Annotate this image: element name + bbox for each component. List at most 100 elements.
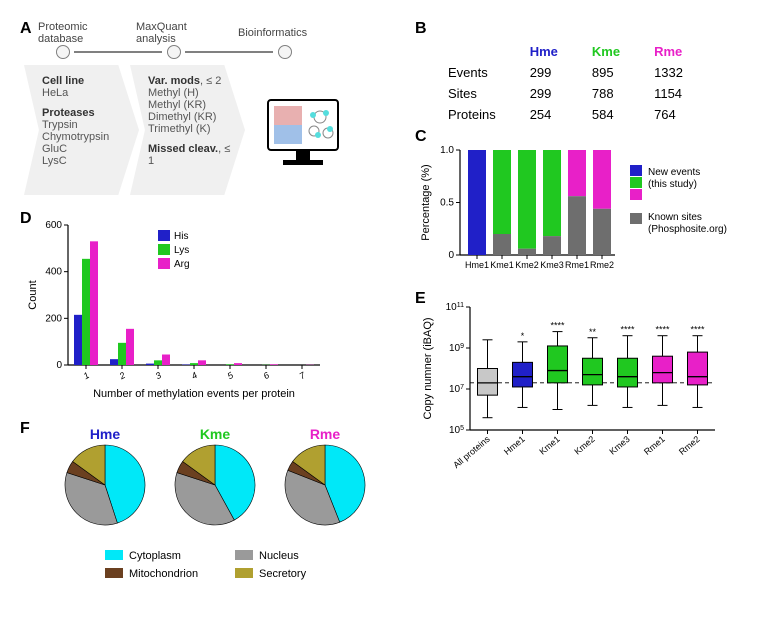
panel-b-label: B — [415, 20, 427, 38]
svg-text:1: 1 — [82, 370, 91, 381]
monitor-icon — [258, 95, 348, 180]
svg-text:105: 105 — [449, 425, 464, 437]
varmod-item: Dimethyl (KR) — [148, 111, 239, 123]
row-label: Events — [432, 63, 512, 82]
workflow-row — [56, 43, 292, 61]
svg-text:Kme2: Kme2 — [515, 260, 539, 270]
table-header: Hme — [514, 42, 574, 61]
table-row: Proteins 254 584 764 — [432, 105, 699, 124]
svg-text:0.5: 0.5 — [440, 198, 454, 209]
panel-f-label: F — [20, 420, 30, 438]
svg-text:Known sites: Known sites — [648, 212, 702, 223]
box-plot: 105 107 109 1011 Copy numner (iBAQ) All prote… — [415, 295, 735, 485]
svg-text:Kme3: Kme3 — [607, 434, 631, 457]
svg-text:Kme: Kme — [200, 426, 231, 442]
svg-text:Cytoplasm: Cytoplasm — [129, 550, 181, 562]
table-cell: 299 — [514, 84, 574, 103]
svg-text:Kme1: Kme1 — [537, 434, 561, 457]
workflow-line-2 — [185, 51, 273, 53]
chevron-row: Cell line HeLa Proteases Trypsin Chymotr… — [38, 65, 368, 205]
svg-text:Count: Count — [27, 280, 39, 309]
proteases-heading: Proteases — [42, 107, 133, 119]
svg-text:109: 109 — [449, 343, 464, 355]
table-header: Rme — [638, 42, 699, 61]
svg-text:*: * — [521, 331, 525, 341]
workflow-node-1 — [56, 45, 70, 59]
svg-text:Percentage (%): Percentage (%) — [420, 164, 432, 240]
svg-text:Secretory: Secretory — [259, 568, 307, 580]
workflow-label-3: Bioinformatics — [238, 27, 328, 39]
svg-text:4: 4 — [190, 370, 199, 381]
svg-text:Kme1: Kme1 — [490, 260, 514, 270]
svg-text:His: His — [174, 231, 188, 242]
table-cell: 1332 — [638, 63, 699, 82]
table-cell: 254 — [514, 105, 574, 124]
panel-a-label: A — [20, 20, 32, 38]
workflow-label-2: MaxQuant analysis — [136, 21, 206, 45]
workflow-label-1: Proteomic database — [38, 21, 108, 45]
protease-item: GluC — [42, 143, 133, 155]
svg-text:All proteins: All proteins — [451, 434, 492, 471]
missedcleav-heading: Missed cleav. — [148, 143, 218, 155]
svg-text:Lys: Lys — [174, 245, 189, 256]
chevron-1: Cell line HeLa Proteases Trypsin Chymotr… — [24, 65, 139, 195]
svg-text:Rme: Rme — [310, 426, 341, 442]
varmod-item: Methyl (KR) — [148, 99, 239, 111]
row-label: Sites — [432, 84, 512, 103]
svg-text:7: 7 — [298, 370, 308, 382]
svg-text:5: 5 — [226, 370, 236, 382]
svg-text:**: ** — [589, 327, 597, 337]
row-label: Proteins — [432, 105, 512, 124]
svg-text:****: **** — [550, 321, 565, 331]
protease-item: LysC — [42, 155, 133, 167]
panel-d: 0200400600Count1234567Number of methylat… — [20, 215, 330, 410]
panel-c: 0 0.5 1.0 Percentage (%) Hme1Kme1Kme2Kme3Rme… — [415, 140, 755, 280]
cell-line-heading: Cell line — [42, 75, 133, 87]
svg-text:0: 0 — [448, 250, 454, 261]
table-cell: 299 — [514, 63, 574, 82]
table-cell: 788 — [576, 84, 636, 103]
svg-text:3: 3 — [154, 370, 163, 381]
svg-text:6: 6 — [262, 370, 271, 381]
table-cell: 584 — [576, 105, 636, 124]
svg-text:Kme3: Kme3 — [540, 260, 564, 270]
varmod-item: Methyl (H) — [148, 87, 239, 99]
protease-item: Chymotrypsin — [42, 131, 133, 143]
svg-text:1.0: 1.0 — [440, 145, 454, 156]
svg-text:(Phosphosite.org): (Phosphosite.org) — [648, 224, 727, 235]
varmod-item: Trimethyl (K) — [148, 123, 239, 135]
table-row: Sites 299 788 1154 — [432, 84, 699, 103]
svg-text:Hme1: Hme1 — [502, 434, 527, 457]
stacked-bar-chart: 0 0.5 1.0 Percentage (%) Hme1Kme1Kme2Kme3Rme… — [415, 140, 755, 275]
svg-text:107: 107 — [449, 384, 464, 396]
svg-text:Nucleus: Nucleus — [259, 550, 299, 562]
svg-text:0: 0 — [56, 360, 62, 371]
figure-root: A Proteomic database MaxQuant analysis B… — [20, 20, 760, 612]
svg-text:Arg: Arg — [174, 259, 190, 270]
svg-text:Rme2: Rme2 — [677, 434, 702, 457]
svg-text:Rme1: Rme1 — [565, 260, 589, 270]
chevron-2: Var. mods, ≤ 2 Methyl (H) Methyl (KR) Di… — [130, 65, 245, 195]
table-cell: 1154 — [638, 84, 699, 103]
svg-text:****: **** — [655, 325, 670, 335]
panel-a: Proteomic database MaxQuant analysis Bio… — [38, 25, 368, 205]
svg-text:Mitochondrion: Mitochondrion — [129, 568, 198, 580]
svg-text:200: 200 — [45, 313, 62, 324]
svg-text:2: 2 — [117, 370, 127, 382]
protease-item: Trypsin — [42, 119, 133, 131]
svg-text:(this study): (this study) — [648, 179, 697, 190]
svg-text:Hme1: Hme1 — [465, 260, 489, 270]
panel-e: 105 107 109 1011 Copy numner (iBAQ) All prote… — [415, 295, 735, 490]
svg-text:1011: 1011 — [446, 302, 464, 314]
svg-text:****: **** — [620, 325, 635, 335]
svg-text:****: **** — [690, 325, 705, 335]
workflow-line-1 — [74, 51, 162, 53]
svg-text:New events: New events — [648, 167, 700, 178]
svg-text:Copy numner (iBAQ): Copy numner (iBAQ) — [422, 317, 434, 419]
svg-text:400: 400 — [45, 267, 62, 278]
workflow-node-2 — [167, 45, 181, 59]
table-cell: 764 — [638, 105, 699, 124]
svg-text:Number of methylation events p: Number of methylation events per protein — [93, 388, 295, 400]
summary-table: Hme Kme Rme Events 299 895 1332 Sites 29… — [430, 40, 701, 126]
cell-line-item: HeLa — [42, 87, 133, 99]
